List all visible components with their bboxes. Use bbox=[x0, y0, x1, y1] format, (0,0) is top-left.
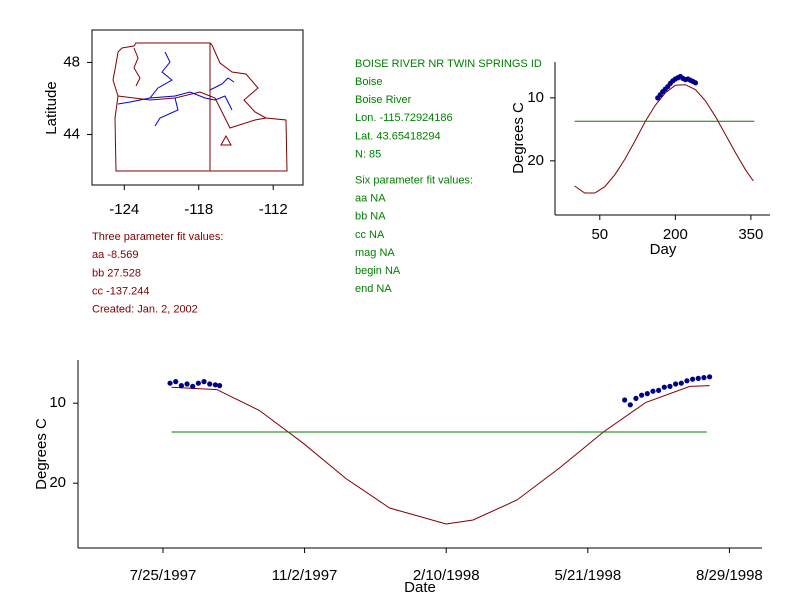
observation-point bbox=[661, 384, 667, 390]
station-marker bbox=[220, 134, 232, 146]
observation-point bbox=[684, 378, 690, 384]
y-tick-label: 20 bbox=[49, 474, 66, 491]
river bbox=[154, 97, 179, 127]
observation-point bbox=[184, 381, 190, 387]
y-axis-title: Degrees C bbox=[510, 102, 527, 174]
observation-point bbox=[633, 395, 639, 401]
fit-value-line: aa -8.569 bbox=[92, 249, 138, 261]
observation-point bbox=[667, 383, 673, 389]
observation-point bbox=[212, 382, 218, 388]
fit-value-line: bb 27.528 bbox=[92, 267, 141, 279]
x-tick-label: 350 bbox=[738, 226, 763, 243]
x-tick-label: 200 bbox=[663, 226, 688, 243]
observation-point bbox=[639, 392, 645, 398]
observation-point bbox=[217, 383, 223, 389]
observation-point bbox=[190, 383, 196, 389]
observation-point bbox=[695, 375, 701, 381]
station-info-line: Six parameter fit values: bbox=[355, 175, 473, 187]
fit-value-line: Created: Jan. 2, 2002 bbox=[92, 304, 198, 316]
observation-point bbox=[622, 397, 628, 403]
observation-point bbox=[650, 388, 656, 394]
station-info-line: BOISE RIVER NR TWIN SPRINGS ID bbox=[355, 58, 542, 70]
x-tick-label: 2/10/1998 bbox=[413, 567, 480, 584]
x-tick-label: 7/25/1997 bbox=[130, 567, 197, 584]
y-axis-title: Degrees C bbox=[33, 418, 50, 490]
station-info-line: Boise River bbox=[355, 94, 412, 106]
x-tick-label: 50 bbox=[591, 226, 608, 243]
observation-point bbox=[173, 379, 179, 385]
x-tick-label: -112 bbox=[259, 201, 288, 218]
map-shapes bbox=[112, 42, 288, 172]
station-info-line: bb NA bbox=[355, 211, 386, 223]
observation-point bbox=[627, 402, 633, 408]
observation-point bbox=[690, 376, 696, 382]
station-info-line: mag NA bbox=[355, 247, 395, 259]
observation-point bbox=[201, 379, 207, 385]
observation-point bbox=[178, 383, 184, 389]
region-outline bbox=[112, 42, 288, 172]
station-info-line: aa NA bbox=[355, 193, 386, 205]
observation-point bbox=[673, 381, 679, 387]
series-line bbox=[574, 84, 754, 194]
river bbox=[149, 91, 233, 111]
y-tick-label: 20 bbox=[527, 152, 544, 169]
y-tick-label: 44 bbox=[63, 126, 80, 143]
station-info-line: N: 85 bbox=[355, 148, 381, 160]
observation-point bbox=[692, 80, 699, 86]
station-info-line: cc NA bbox=[355, 229, 385, 241]
x-tick-label: -124 bbox=[109, 201, 139, 218]
fit-value-line: Three parameter fit values: bbox=[92, 231, 223, 243]
station-info-line: Lat. 43.65418294 bbox=[355, 130, 441, 142]
y-axis-title: Latitude bbox=[43, 81, 60, 134]
observation-point bbox=[701, 375, 707, 381]
fit-value-line: cc -137.244 bbox=[92, 286, 149, 298]
observation-point bbox=[678, 380, 684, 386]
x-tick-label: -118 bbox=[184, 201, 213, 218]
observation-point bbox=[656, 387, 662, 393]
x-tick-label: 8/29/1998 bbox=[696, 567, 763, 584]
observation-point bbox=[207, 381, 213, 387]
observation-point bbox=[644, 391, 650, 397]
x-axis-title: Date bbox=[404, 579, 436, 596]
y-tick-label: 10 bbox=[527, 89, 544, 106]
station-info-line: Lon. -115.72924186 bbox=[355, 112, 453, 124]
x-tick-label: 11/2/1997 bbox=[272, 567, 338, 584]
station-info-line: Boise bbox=[355, 76, 383, 88]
river bbox=[117, 51, 173, 105]
station-info-line: begin NA bbox=[355, 265, 401, 277]
observation-point bbox=[195, 380, 201, 386]
observation-point bbox=[167, 380, 173, 386]
observation-point bbox=[707, 374, 713, 380]
state-border bbox=[117, 91, 267, 129]
y-tick-label: 48 bbox=[63, 53, 80, 70]
series-line bbox=[171, 385, 710, 525]
x-axis-title: Day bbox=[650, 241, 677, 258]
x-tick-label: 5/21/1998 bbox=[554, 567, 621, 584]
y-tick-label: 10 bbox=[49, 394, 66, 411]
river bbox=[209, 77, 235, 91]
coast bbox=[133, 47, 141, 87]
plot-frame bbox=[91, 29, 304, 186]
station-info-line: end NA bbox=[355, 283, 392, 295]
